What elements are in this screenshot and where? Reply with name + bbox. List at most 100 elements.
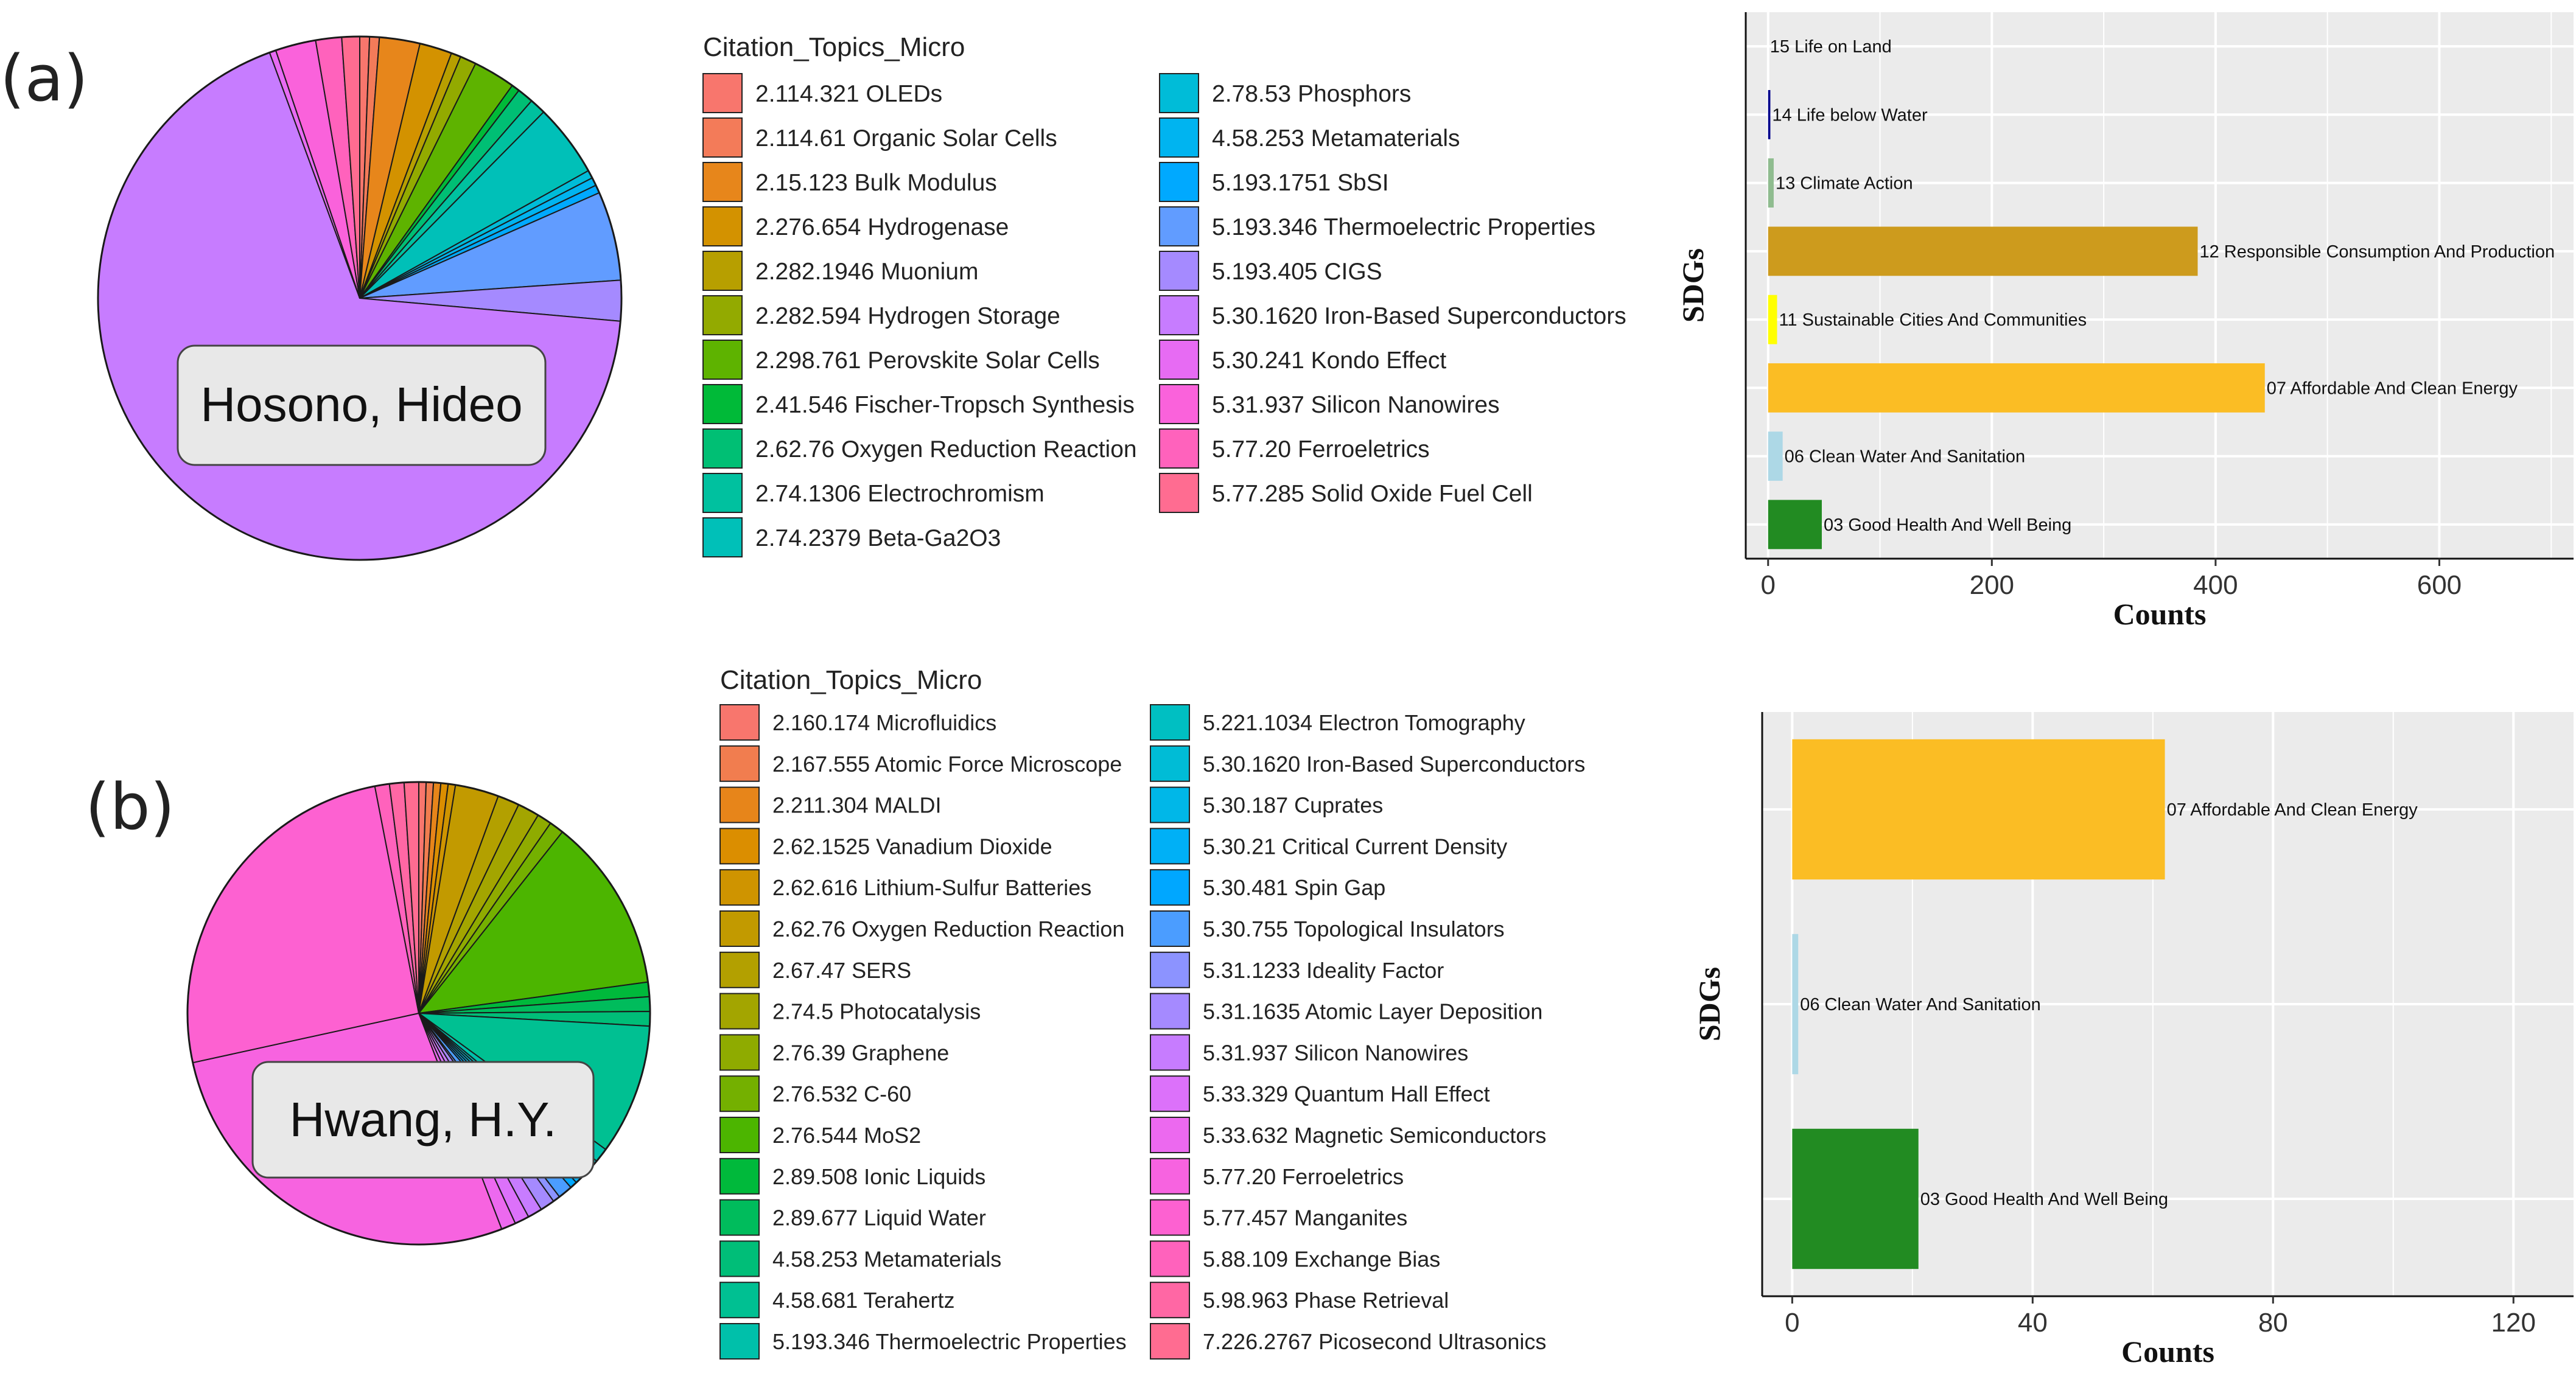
legend-a-label: 2.114.61 Organic Solar Cells: [755, 125, 1057, 152]
sdg-b-tick-label: 80: [2258, 1308, 2288, 1338]
sdg-a-y-title: SDGs: [1676, 248, 1710, 323]
sdg-a-bar: [1768, 363, 2265, 413]
panel-a-label: (a): [0, 41, 88, 116]
sdg-b-bar: [1792, 739, 2165, 880]
legend-title-b: Citation_Topics_Micro: [720, 665, 982, 695]
legend-a-label: 2.78.53 Phosphors: [1212, 81, 1411, 107]
legend-b-swatch: [719, 828, 760, 865]
legend-b-swatch: [719, 1075, 760, 1112]
legend-a-swatch: [702, 295, 743, 335]
legend-a-label: 4.58.253 Metamaterials: [1212, 125, 1460, 152]
legend-b-label: 5.30.755 Topological Insulators: [1203, 916, 1505, 941]
legend-a-swatch: [702, 117, 743, 158]
legend-b-swatch: [1150, 1075, 1190, 1112]
sdg-a-bar-label: 07 Affordable And Clean Energy: [2267, 379, 2518, 398]
legend-b-swatch: [719, 993, 760, 1030]
sdg-a-bar-label: 12 Responsible Consumption And Productio…: [2199, 242, 2555, 262]
legend-b-label: 5.193.346 Thermoelectric Properties: [772, 1329, 1127, 1354]
legend-b-swatch: [1150, 1117, 1190, 1153]
legend-b-swatch: [719, 1117, 760, 1153]
sdg-b-x-title: Counts: [2121, 1335, 2214, 1369]
legend-a-label: 2.114.321 OLEDs: [755, 81, 942, 107]
legend-b-swatch: [1150, 704, 1190, 741]
sdg-b-bar-label: 03 Good Health And Well Being: [1920, 1190, 2168, 1209]
legend-b-label: 5.31.1233 Ideality Factor: [1203, 958, 1444, 983]
sdg-bar-chart-a: 15 Life on Land 14 Life below Water 13 Cli…: [1676, 12, 2574, 631]
legend-a-label: 5.77.20 Ferroeletrics: [1212, 436, 1430, 463]
legend-b-label: 5.88.109 Exchange Bias: [1203, 1246, 1440, 1271]
legend-b-label: 5.77.20 Ferroeletrics: [1203, 1164, 1404, 1189]
legend-a-swatch: [1159, 162, 1199, 202]
legend-a-label: 2.41.546 Fischer-Tropsch Synthesis: [755, 392, 1135, 418]
legend-b-label: 2.74.5 Photocatalysis: [772, 999, 981, 1024]
legend-b-label: 2.160.174 Microfluidics: [772, 710, 996, 735]
legend-a-swatch: [1159, 251, 1199, 291]
legend-b-label: 2.76.532 C-60: [772, 1081, 911, 1106]
panel-b-label: (b): [85, 770, 175, 844]
legend-b-label: 2.62.1525 Vanadium Dioxide: [772, 834, 1052, 859]
legend-a-label: 5.77.285 Solid Oxide Fuel Cell: [1212, 481, 1533, 507]
sdg-a-bar: [1768, 431, 1783, 481]
legend-a-swatch: [702, 428, 743, 469]
sdg-a-x-title: Counts: [2113, 597, 2207, 631]
legend-b-swatch: [1150, 786, 1190, 823]
legend-b-swatch: [719, 786, 760, 823]
legend-a-swatch: [1159, 340, 1199, 380]
legend-b-label: 2.62.616 Lithium-Sulfur Batteries: [772, 875, 1091, 900]
author-name-b: Hwang, H.Y.: [290, 1092, 557, 1147]
legend-a: 2.114.321 OLEDs 2.114.61 Organic Solar Ce…: [702, 73, 1626, 557]
legend-b-label: 5.31.937 Silicon Nanowires: [1203, 1040, 1468, 1065]
sdg-b-tick-label: 40: [2018, 1308, 2048, 1338]
sdg-bar-chart-b: 07 Affordable And Clean Energy 06 Clean W…: [1692, 712, 2574, 1369]
legend-b-swatch: [719, 910, 760, 947]
legend-b-label: 2.89.508 Ionic Liquids: [772, 1164, 985, 1189]
legend-b-swatch: [1150, 910, 1190, 947]
legend-b-swatch: [1150, 745, 1190, 782]
sdg-a-tick-label: 600: [2417, 570, 2462, 600]
legend-b-label: 2.76.544 MoS2: [772, 1123, 921, 1148]
legend-b-label: 5.77.457 Manganites: [1203, 1206, 1407, 1231]
legend-b-swatch: [719, 1157, 760, 1195]
legend-b-label: 2.67.47 SERS: [772, 958, 911, 983]
legend-b-label: 5.33.632 Magnetic Semiconductors: [1203, 1123, 1546, 1148]
legend-b-swatch: [1150, 951, 1190, 988]
legend-b-swatch: [719, 704, 760, 741]
legend-a-label: 5.193.346 Thermoelectric Properties: [1212, 214, 1595, 240]
legend-a-label: 2.62.76 Oxygen Reduction Reaction: [755, 436, 1137, 463]
sdg-a-tick-label: 0: [1761, 570, 1776, 600]
legend-a-label: 2.282.594 Hydrogen Storage: [755, 303, 1060, 329]
legend-b-label: 4.58.253 Metamaterials: [772, 1246, 1001, 1271]
legend-b-label: 2.167.555 Atomic Force Microscope: [772, 752, 1122, 777]
sdg-a-bar-label: 14 Life below Water: [1772, 105, 1928, 125]
author-name-a: Hosono, Hideo: [200, 377, 522, 431]
legend-b-label: 5.98.963 Phase Retrieval: [1203, 1288, 1449, 1313]
sdg-b-bar: [1792, 1128, 1919, 1269]
legend-a-swatch: [1159, 117, 1199, 158]
legend-b-label: 4.58.681 Terahertz: [772, 1288, 955, 1313]
legend-a-label: 5.30.241 Kondo Effect: [1212, 347, 1446, 374]
legend-b-label: 2.62.76 Oxygen Reduction Reaction: [772, 916, 1124, 941]
pie-chart-a: [97, 35, 623, 561]
legend-a-swatch: [702, 384, 743, 424]
sdg-a-bar: [1768, 226, 2198, 276]
legend-b-swatch: [1150, 1240, 1190, 1277]
legend-a-label: 5.30.1620 Iron-Based Superconductors: [1212, 303, 1626, 329]
legend-b-label: 5.30.187 Cuprates: [1203, 793, 1383, 818]
legend-b-swatch: [1150, 1199, 1190, 1236]
legend-b-label: 2.89.677 Liquid Water: [772, 1206, 986, 1231]
legend-b-label: 5.30.1620 Iron-Based Superconductors: [1203, 752, 1585, 777]
legend-b: 2.160.174 Microfluidics 2.167.555 Atomic …: [719, 704, 1585, 1360]
author-box-b: [251, 1061, 595, 1179]
sdg-a-bar: [1768, 158, 1774, 208]
sdg-a-tick-label: 400: [2193, 570, 2238, 600]
sdg-a-bar-label: 13 Climate Action: [1776, 174, 1913, 194]
legend-b-swatch: [1150, 993, 1190, 1030]
sdg-a-bar: [1768, 500, 1822, 550]
legend-b-label: 5.30.21 Critical Current Density: [1203, 834, 1507, 859]
legend-b-swatch: [1150, 1034, 1190, 1071]
legend-a-swatch: [1159, 473, 1199, 513]
legend-a-label: 2.276.654 Hydrogenase: [755, 214, 1009, 240]
legend-b-swatch: [1150, 1323, 1190, 1360]
legend-b-swatch: [1150, 1157, 1190, 1195]
